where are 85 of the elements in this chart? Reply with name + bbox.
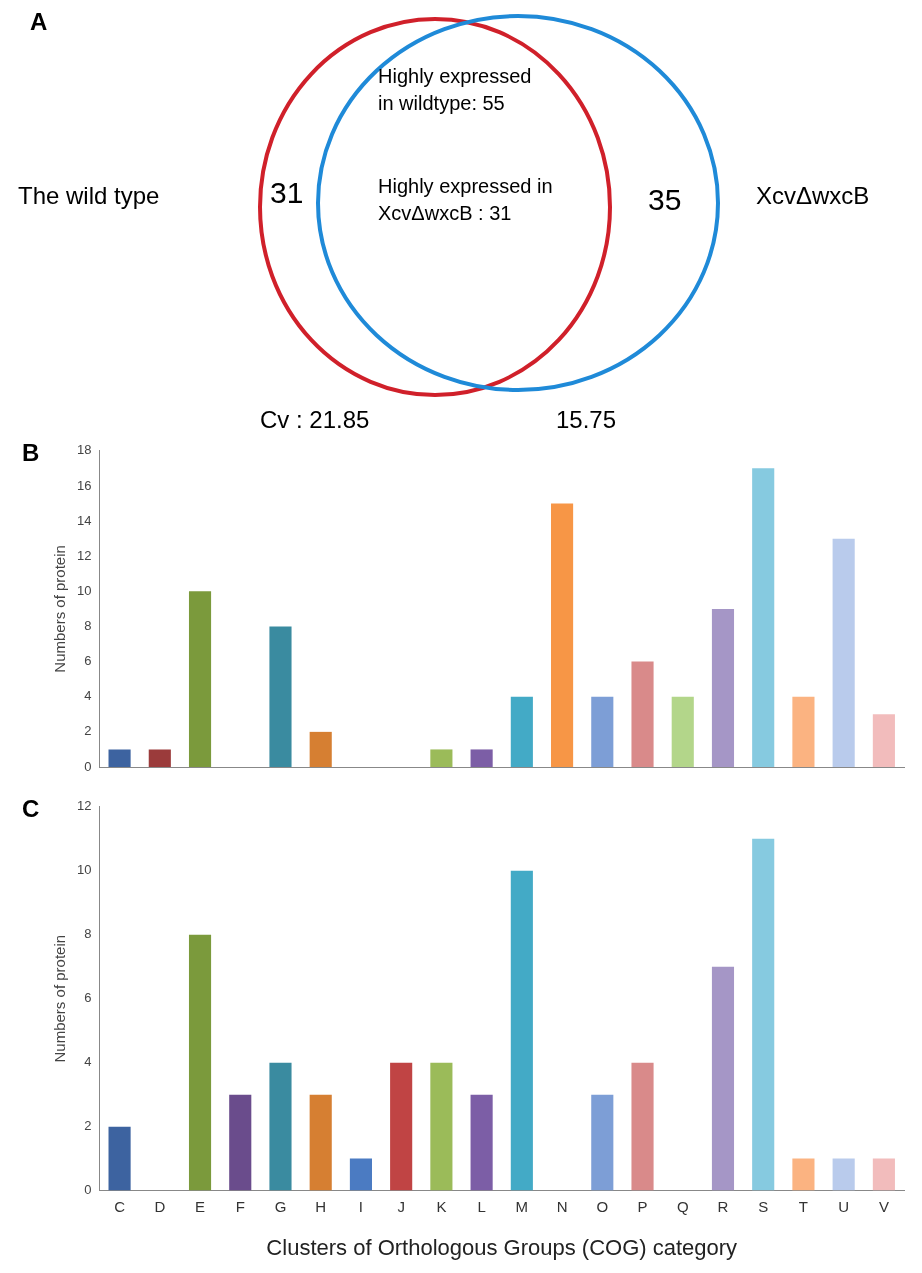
bar [188,934,212,1191]
x-tick-label: L [477,1197,486,1215]
bar [390,1062,413,1191]
bar [349,1158,372,1191]
x-tick-label: C [114,1197,126,1215]
bar [269,626,292,767]
bar [631,661,654,767]
x-tick-label: T [798,1197,809,1215]
x-tick-label: M [515,1197,529,1215]
x-tick-label: V [878,1197,889,1215]
bar [510,870,533,1191]
y-tick-label: 2 [84,723,92,739]
x-tick-label: N [556,1197,568,1215]
x-tick-label: Q [676,1197,689,1215]
x-tick-label: O [596,1197,609,1215]
text: 35 [648,182,682,218]
y-axis-title: Numbers of protein [51,934,69,1063]
y-axis-title: Numbers of protein [51,545,69,673]
bar [309,731,332,767]
y-tick-label: 6 [84,990,92,1006]
chart-title: B [22,438,40,466]
text: 15.75 [556,405,617,435]
bar [470,749,493,767]
x-axis-title: Clusters of Orthologous Groups (COG) category [266,1234,738,1260]
y-tick-label: 10 [76,862,92,878]
x-tick-label: I [358,1197,364,1215]
x-tick-label: S [758,1197,769,1215]
text: Highly expressed in XcvΔwxcB : 31 [378,174,554,226]
bar [430,749,453,767]
x-tick-label: H [315,1197,327,1215]
bar [309,1094,332,1191]
bar [510,696,533,767]
text: XcvΔwxcB [756,181,870,211]
bar [188,591,212,767]
y-tick-label: 6 [84,653,92,669]
y-tick-label: 0 [84,758,92,774]
bar [832,1158,855,1191]
x-tick-label: K [436,1197,447,1215]
bar [148,749,171,767]
text: 31 [270,175,304,211]
bar [108,749,131,767]
y-tick-label: 0 [84,1182,92,1198]
y-tick-label: 10 [76,582,92,598]
y-tick-label: 12 [76,547,92,563]
y-tick-label: 16 [76,477,92,493]
x-tick-label: F [235,1197,245,1215]
x-tick-label: R [717,1197,729,1215]
y-tick-label: 2 [84,1118,92,1134]
bar [108,1126,131,1191]
bar [711,966,735,1191]
x-tick-label: P [637,1197,648,1215]
bar [229,1094,252,1191]
bar [711,608,735,767]
text: The wild type [18,181,160,211]
y-tick-label: 14 [76,512,92,528]
bar [631,1062,654,1191]
bar [752,838,775,1191]
text: Highly expressed in wildtype: 55 [378,64,533,116]
y-tick-label: 4 [84,1054,92,1070]
x-tick-label: G [274,1197,287,1215]
bar [591,1094,614,1191]
bar [269,1062,292,1191]
bar [671,696,694,767]
chart-title: C [22,794,40,822]
bar [430,1062,453,1191]
x-tick-label: J [397,1197,405,1215]
bar [872,1158,895,1191]
bar [792,696,815,767]
x-tick-label: U [838,1197,850,1215]
x-tick-label: E [195,1197,206,1215]
text: Cv : 21.85 [260,405,370,435]
y-tick-label: 8 [84,926,92,942]
bar [872,714,895,767]
bar [470,1094,493,1191]
y-tick-label: 18 [76,442,92,458]
text: A [30,8,48,36]
y-tick-label: 4 [84,688,92,704]
y-tick-label: 12 [76,798,92,814]
bar [792,1158,815,1191]
y-tick-label: 8 [84,618,92,634]
bar [752,468,775,767]
bar [591,696,614,767]
bar [551,503,574,767]
x-tick-label: D [154,1197,166,1215]
bar [832,538,855,767]
